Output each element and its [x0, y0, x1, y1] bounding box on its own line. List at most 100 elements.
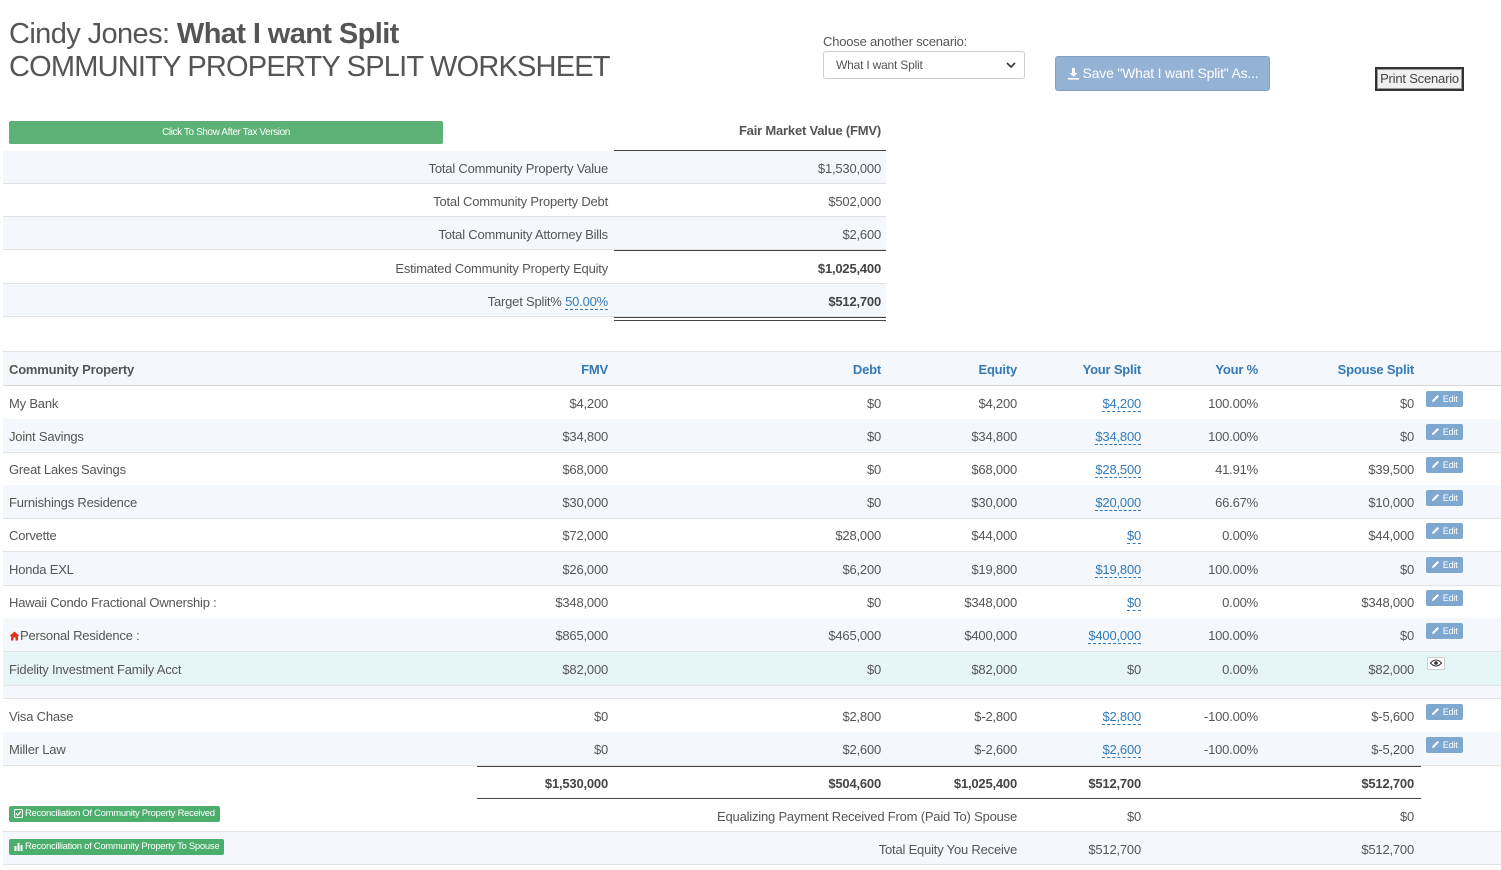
debt-value: $465,000	[828, 628, 881, 643]
table-row: Furnishings Residence $30,000 $0 $30,000…	[3, 485, 1501, 519]
your-split-link[interactable]: $2,800	[1102, 709, 1141, 725]
divider	[614, 320, 886, 321]
reconciliation-to-spouse-button[interactable]: Reconcilliation of Community Property To…	[9, 839, 225, 855]
eye-icon	[1429, 659, 1443, 667]
spouse-split-value: $0	[1399, 562, 1414, 577]
table-row: Fidelity Investment Family Acct $82,000 …	[3, 652, 1501, 686]
col-header-debt[interactable]: Debt	[852, 362, 881, 377]
your-split-link[interactable]: $20,000	[1095, 495, 1141, 511]
edit-label: Edit	[1442, 593, 1458, 603]
col-header-spouse-split[interactable]: Spouse Split	[1337, 362, 1415, 377]
property-name: Hawaii Condo Fractional Ownership :	[9, 595, 217, 610]
your-split-link[interactable]: $0	[1126, 595, 1141, 611]
edit-button[interactable]: Edit	[1426, 590, 1463, 606]
fmv-value: $348,000	[555, 595, 608, 610]
spouse-split-value: $348,000	[1361, 595, 1414, 610]
pencil-icon	[1432, 627, 1440, 634]
divider	[477, 798, 1421, 799]
summary-value: $2,600	[842, 227, 881, 242]
total-equity-spouse: $512,700	[1361, 842, 1414, 857]
equity-value: $-2,600	[974, 742, 1017, 757]
property-name: Miller Law	[9, 742, 66, 757]
fmv-value: $0	[593, 709, 608, 724]
pencil-icon	[1432, 527, 1440, 534]
your-split-value: $0	[1126, 662, 1141, 677]
edit-button[interactable]: Edit	[1426, 490, 1463, 506]
edit-button[interactable]: Edit	[1426, 704, 1463, 720]
target-split-percent-link[interactable]: 50.00%	[565, 294, 608, 310]
edit-label: Edit	[1442, 493, 1458, 503]
edit-label: Edit	[1442, 394, 1458, 404]
equity-value: $82,000	[971, 662, 1017, 677]
property-name: Fidelity Investment Family Acct	[9, 662, 182, 677]
debt-value: $2,800	[842, 709, 881, 724]
summary-label: Total Community Property Value	[428, 161, 609, 176]
summary-row-total-value: Total Community Property Value $1,530,00…	[3, 151, 886, 184]
summary-row-target-split: Target Split% 50.00% $512,700	[3, 284, 886, 317]
your-percent-value: 100.00%	[1208, 628, 1258, 643]
edit-button[interactable]: Edit	[1426, 457, 1463, 473]
your-split-link[interactable]: $400,000	[1088, 628, 1141, 644]
total-equity-label: Total Equity You Receive	[878, 842, 1017, 857]
section-spacer	[3, 686, 1501, 699]
table-row: My Bank $4,200 $0 $4,200 $4,200 100.00% …	[3, 386, 1501, 420]
your-split-link[interactable]: $19,800	[1095, 562, 1141, 578]
edit-button[interactable]: Edit	[1426, 557, 1463, 573]
col-header-equity[interactable]: Equity	[978, 362, 1017, 377]
debt-value: $28,000	[835, 528, 881, 543]
your-split-link[interactable]: $0	[1126, 528, 1141, 544]
equalizing-payment-you: $0	[1126, 809, 1141, 824]
your-split-link[interactable]: $34,800	[1095, 429, 1141, 445]
edit-button[interactable]: Edit	[1426, 737, 1463, 753]
print-scenario-button[interactable]: Print Scenario	[1375, 67, 1464, 91]
col-header-your-percent[interactable]: Your %	[1215, 362, 1258, 377]
edit-button[interactable]: Edit	[1426, 424, 1463, 440]
save-as-button[interactable]: Save "What I want Split" As...	[1055, 56, 1270, 91]
summary-label: Total Community Property Debt	[433, 194, 608, 209]
edit-label: Edit	[1442, 740, 1458, 750]
spouse-split-value: $0	[1399, 429, 1414, 444]
page-subtitle: COMMUNITY PROPERTY SPLIT WORKSHEET	[9, 51, 611, 83]
edit-button[interactable]: Edit	[1426, 391, 1463, 407]
spouse-split-value: $82,000	[1368, 662, 1414, 677]
col-header-your-split[interactable]: Your Split	[1082, 362, 1142, 377]
edit-button[interactable]: Edit	[1426, 623, 1463, 639]
after-tax-toggle-button[interactable]: Click To Show After Tax Version	[9, 121, 443, 144]
scenario-select[interactable]: What I want Split	[823, 51, 1025, 79]
fmv-value: $34,800	[562, 429, 608, 444]
total-equity: $1,025,400	[953, 776, 1017, 791]
chevron-down-icon	[1006, 62, 1016, 69]
total-spouse-split: $512,700	[1361, 776, 1414, 791]
col-header-fmv[interactable]: FMV	[581, 362, 608, 377]
view-button[interactable]	[1427, 657, 1445, 670]
your-percent-value: -100.00%	[1203, 709, 1258, 724]
bar-chart-icon	[14, 843, 23, 851]
fmv-value: $82,000	[562, 662, 608, 677]
total-your-split: $512,700	[1088, 776, 1141, 791]
your-split-link[interactable]: $28,500	[1095, 462, 1141, 478]
download-icon	[1067, 68, 1079, 80]
summary-label: Estimated Community Property Equity	[395, 261, 608, 276]
your-percent-value: 0.00%	[1222, 662, 1258, 677]
your-split-link[interactable]: $2,600	[1102, 742, 1141, 758]
edit-label: Edit	[1442, 707, 1458, 717]
summary-row-equity: Estimated Community Property Equity $1,0…	[3, 251, 886, 284]
scenario-select-value: What I want Split	[836, 58, 923, 72]
pencil-icon	[1432, 741, 1440, 748]
totals-row: $1,530,000 $504,600 $1,025,400 $512,700 …	[3, 766, 1501, 799]
summary-value: $1,025,400	[817, 261, 881, 276]
equity-value: $400,000	[964, 628, 1017, 643]
property-table-header: Community Property FMV Debt Equity Your …	[3, 351, 1501, 386]
target-split-label: Target Split% 50.00%	[488, 294, 608, 310]
your-split-link[interactable]: $4,200	[1102, 396, 1141, 412]
pencil-icon	[1432, 395, 1440, 402]
pencil-icon	[1432, 494, 1440, 501]
divider	[614, 250, 886, 251]
summary-row-total-debt: Total Community Property Debt $502,000	[3, 184, 886, 217]
property-name-text: Personal Residence :	[20, 628, 140, 643]
edit-button[interactable]: Edit	[1426, 523, 1463, 539]
col-header-community-property: Community Property	[9, 362, 134, 377]
summary-value: $1,530,000	[817, 161, 881, 176]
reconciliation-received-button[interactable]: Reconciliation Of Community Property Rec…	[9, 806, 220, 822]
property-name: Visa Chase	[9, 709, 74, 724]
